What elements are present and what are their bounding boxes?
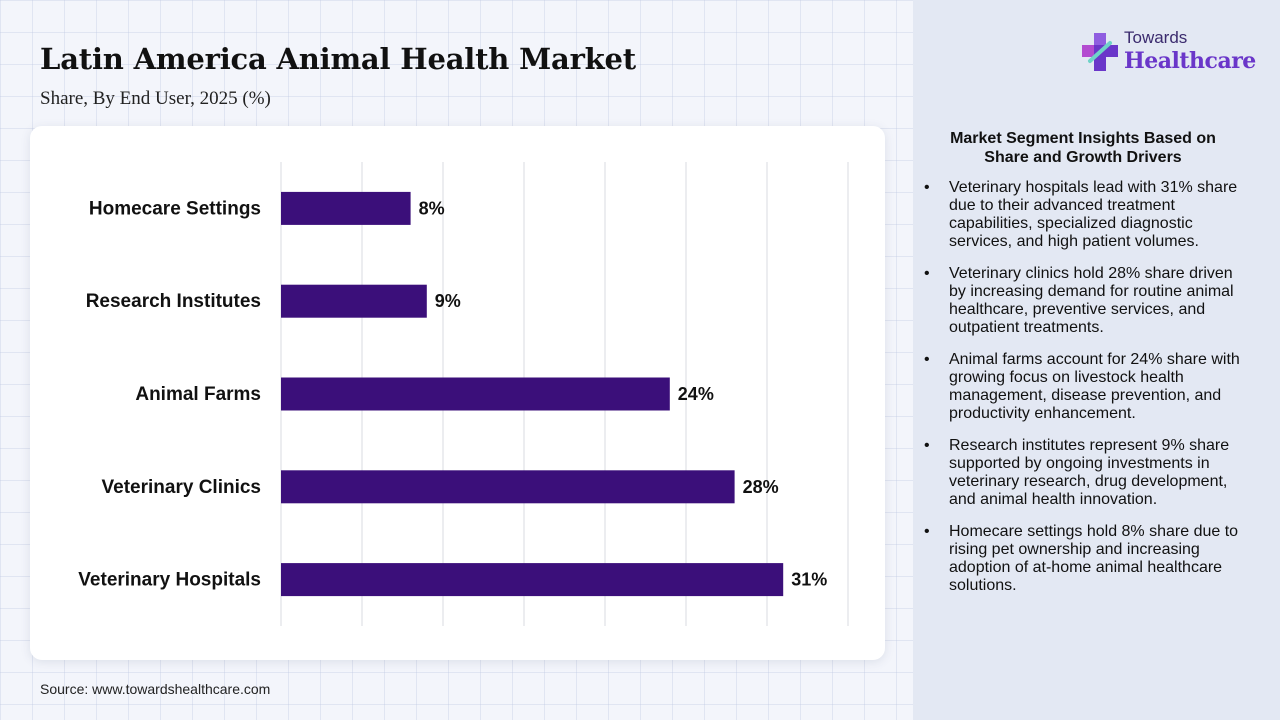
bullet-icon: • xyxy=(924,351,930,368)
insights-panel-background xyxy=(913,0,1280,720)
bullet-icon: • xyxy=(924,265,930,282)
bullet-icon: • xyxy=(924,437,930,454)
bar xyxy=(281,563,784,597)
page-title: Latin America Animal Health Market xyxy=(40,42,636,76)
insights-list: • Veterinary hospitals lead with 31% shar… xyxy=(922,179,1240,609)
bullet-icon: • xyxy=(924,179,930,196)
logo-text-bottom: Healthcare xyxy=(1124,48,1256,74)
value-label: 31% xyxy=(791,570,827,590)
cross-logo-icon xyxy=(1082,33,1118,71)
category-label: Veterinary Clinics xyxy=(102,477,261,498)
source-note: Source: www.towardshealthcare.com xyxy=(40,681,271,697)
insight-text: Veterinary clinics hold 28% share driven… xyxy=(949,265,1234,336)
value-label: 28% xyxy=(743,477,779,497)
brand-logo: Towards Healthcare xyxy=(1080,28,1260,80)
bullet-icon: • xyxy=(924,523,930,540)
insights-title: Market Segment Insights Based on Share a… xyxy=(950,130,1216,166)
value-label: 8% xyxy=(419,198,445,218)
category-label: Animal Farms xyxy=(135,384,261,405)
insight-item: • Veterinary clinics hold 28% share drive… xyxy=(922,265,1240,337)
bar-chart: Homecare Settings 8% Research Institutes 9%… xyxy=(78,162,849,626)
insight-text: Animal farms account for 24% share with … xyxy=(949,351,1240,422)
bar xyxy=(281,470,735,504)
insight-item: • Veterinary hospitals lead with 31% shar… xyxy=(922,179,1240,251)
bar xyxy=(281,284,427,318)
category-label: Homecare Settings xyxy=(89,198,261,219)
page-subtitle: Share, By End User, 2025 (%) xyxy=(40,88,271,109)
category-label: Research Institutes xyxy=(86,291,261,312)
value-label: 24% xyxy=(678,384,714,404)
logo-text-top: Towards xyxy=(1124,28,1188,47)
insight-item: • Research institutes represent 9% share … xyxy=(922,437,1240,509)
chart-card: Homecare Settings 8% Research Institutes 9%… xyxy=(30,126,885,660)
category-label: Veterinary Hospitals xyxy=(78,570,261,591)
insight-text: Research institutes represent 9% share s… xyxy=(949,437,1230,508)
bar xyxy=(281,377,670,411)
insight-item: • Homecare settings hold 8% share due to … xyxy=(922,523,1240,595)
bar xyxy=(281,191,411,225)
insight-text: Homecare settings hold 8% share due to r… xyxy=(949,523,1239,594)
value-label: 9% xyxy=(435,291,461,311)
insight-item: • Animal farms account for 24% share with… xyxy=(922,351,1240,423)
insight-text: Veterinary hospitals lead with 31% share… xyxy=(949,179,1238,250)
